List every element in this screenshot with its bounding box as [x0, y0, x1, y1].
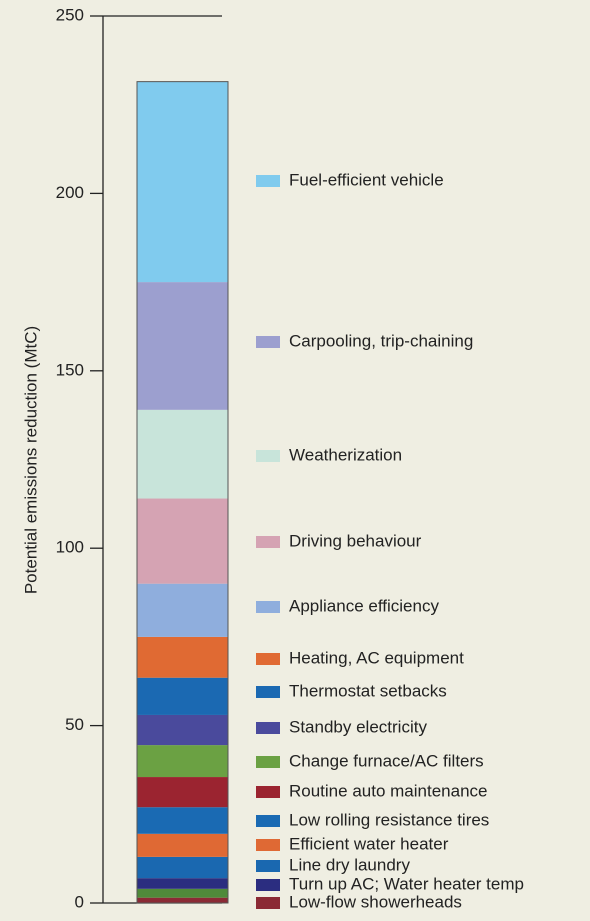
bar-segment: [137, 498, 228, 584]
legend-label: Carpooling, trip-chaining: [289, 331, 473, 350]
bar-segment: [137, 409, 228, 499]
y-tick-label: 100: [56, 538, 84, 557]
legend-label: Change furnace/AC filters: [289, 751, 484, 770]
bar-segment: [137, 878, 228, 889]
legend-swatch: [256, 815, 280, 827]
legend-label: Driving behaviour: [289, 531, 422, 550]
legend-label: Low rolling resistance tires: [289, 810, 489, 829]
legend-swatch: [256, 653, 280, 665]
legend-label: Standby electricity: [289, 717, 427, 736]
bar-segment: [137, 745, 228, 778]
legend-swatch: [256, 839, 280, 851]
bar-segment: [137, 833, 228, 857]
y-tick-label: 200: [56, 183, 84, 202]
legend-swatch: [256, 786, 280, 798]
legend-swatch: [256, 756, 280, 768]
bar-segment: [137, 81, 228, 283]
legend-swatch: [256, 336, 280, 348]
bar-segment: [137, 677, 228, 715]
legend-label: Turn up AC; Water heater temp: [289, 874, 524, 893]
legend-label: Thermostat setbacks: [289, 681, 447, 700]
legend-swatch: [256, 879, 280, 891]
y-tick-label: 250: [56, 5, 84, 24]
bar-segment: [137, 888, 228, 898]
y-tick-label: 50: [65, 715, 84, 734]
legend-swatch: [256, 897, 280, 909]
legend-swatch: [256, 686, 280, 698]
y-axis-label: Potential emissions reduction (MtC): [21, 326, 40, 594]
bar-outline: [136, 81, 229, 904]
legend-swatch: [256, 450, 280, 462]
y-tick-label: 0: [75, 892, 84, 911]
legend-label: Low-flow showerheads: [289, 892, 462, 911]
legend-label: Fuel-efficient vehicle: [289, 170, 444, 189]
bar-segment: [137, 807, 228, 834]
legend-swatch: [256, 536, 280, 548]
legend-swatch: [256, 860, 280, 872]
bar-segment: [137, 583, 228, 637]
legend-label: Heating, AC equipment: [289, 648, 464, 667]
bar-segment: [137, 897, 228, 903]
legend-label: Appliance efficiency: [289, 596, 439, 615]
bar-segment: [137, 777, 228, 808]
legend-label: Weatherization: [289, 445, 402, 464]
y-tick-label: 150: [56, 360, 84, 379]
legend-swatch: [256, 601, 280, 613]
legend-label: Line dry laundry: [289, 855, 410, 874]
bar-segment: [137, 856, 228, 879]
legend-label: Efficient water heater: [289, 834, 449, 853]
legend-swatch: [256, 722, 280, 734]
bar-segment: [137, 636, 228, 678]
legend-swatch: [256, 175, 280, 187]
bar-segment: [137, 714, 228, 746]
legend-label: Routine auto maintenance: [289, 781, 487, 800]
bar-segment: [137, 282, 228, 410]
